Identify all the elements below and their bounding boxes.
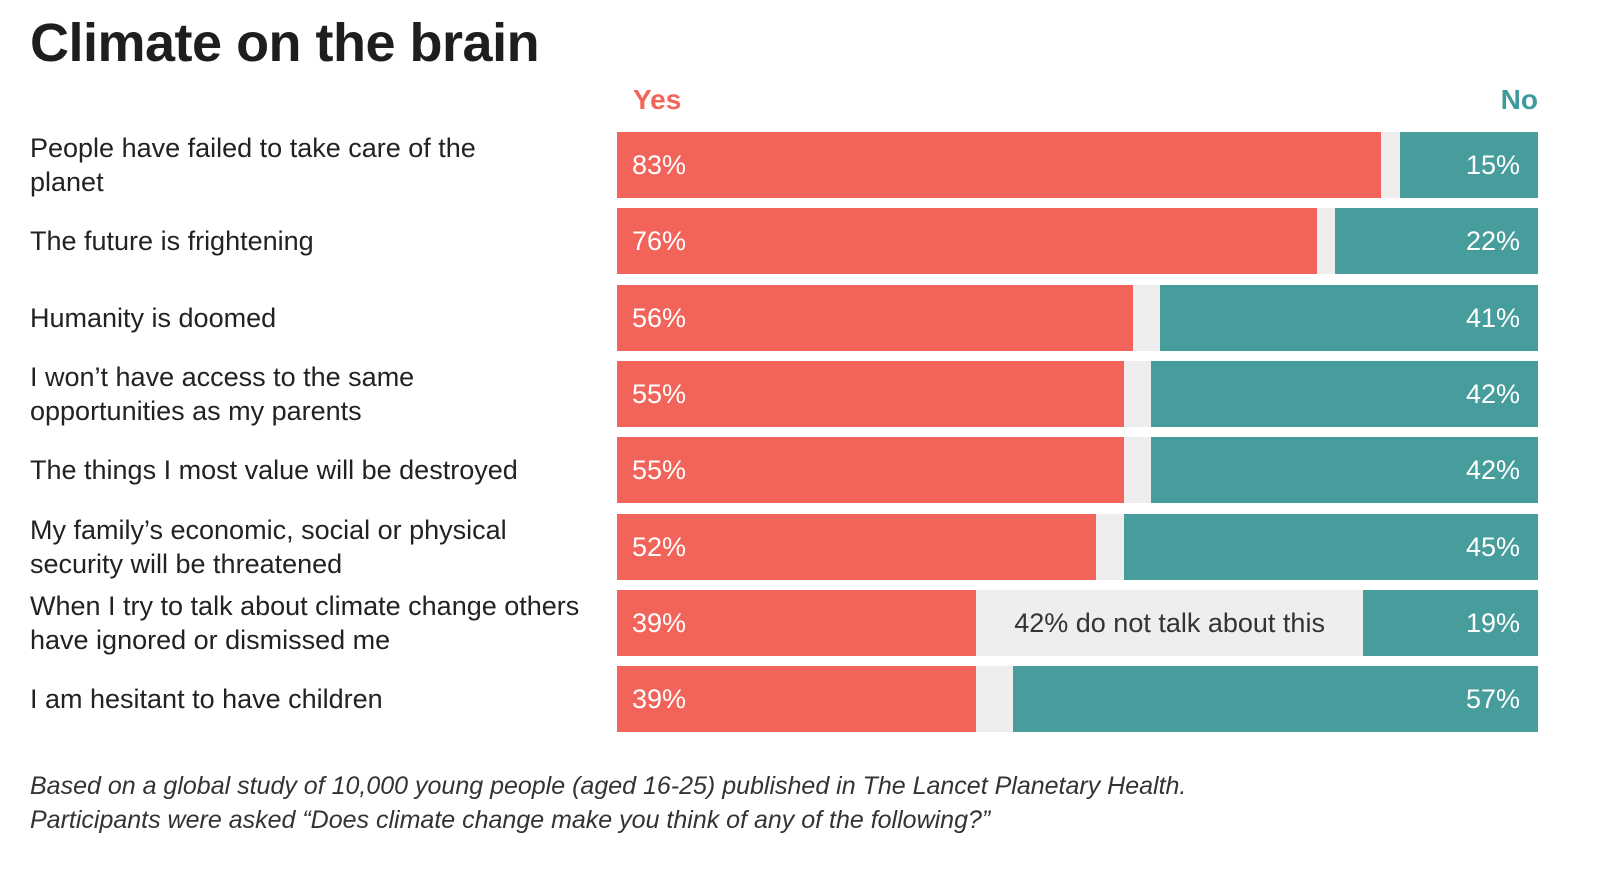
bar-yes: 55% — [617, 360, 1124, 427]
category-label: I won’t have access to the same opportun… — [30, 361, 415, 426]
category-label: My family’s economic, social or physical… — [30, 514, 507, 579]
category-label: People have failed to take care of the p… — [30, 133, 476, 197]
bar-row: 52% 45% — [617, 513, 1538, 580]
gap-annotation: 42% do not talk about this — [1014, 607, 1325, 638]
bar-no: 22% — [1335, 208, 1538, 275]
bar-row: 76% 22% — [617, 208, 1538, 275]
footnote-line-1: Based on a global study of 10,000 young … — [30, 772, 1187, 800]
bar-yes: 55% — [617, 437, 1124, 504]
bar-row: 55% 42% — [617, 360, 1538, 427]
category-label: The future is frightening — [30, 226, 314, 257]
bar-no: 45% — [1123, 513, 1538, 580]
bar-yes: 83% — [617, 132, 1382, 198]
bar-yes: 52% — [617, 513, 1096, 580]
bar-no: 57% — [1013, 666, 1538, 733]
bar-no: 15% — [1399, 132, 1538, 198]
bar-yes: 76% — [617, 208, 1317, 275]
footnote-line-2: Participants were asked “Does climate ch… — [30, 806, 991, 834]
bar-no: 42% — [1151, 437, 1538, 504]
category-label: I am hesitant to have children — [30, 684, 383, 715]
category-label: When I try to talk about climate change … — [30, 590, 580, 655]
category-label: Humanity is doomed — [30, 302, 277, 333]
bar-row: 55% 42% — [617, 437, 1538, 504]
legend-yes: Yes — [633, 84, 682, 115]
category-label: The things I most value will be destroye… — [30, 455, 518, 486]
legend-no: No — [1500, 84, 1538, 115]
bar-yes: 39% — [617, 589, 977, 656]
bar-no: 19% — [1363, 589, 1538, 656]
bar-row: 83% 15% — [617, 132, 1538, 198]
bar-no: 42% — [1151, 360, 1538, 427]
bar-row: 39% 19% 42% do not talk about this — [617, 589, 1538, 656]
bar-row: 56% 41% — [617, 284, 1538, 351]
bar-no: 41% — [1160, 284, 1538, 351]
bar-yes: 56% — [617, 284, 1133, 351]
bar-row: 39% 57% — [617, 666, 1538, 733]
chart-title: Climate on the brain — [30, 13, 540, 73]
bar-yes: 39% — [617, 666, 977, 733]
